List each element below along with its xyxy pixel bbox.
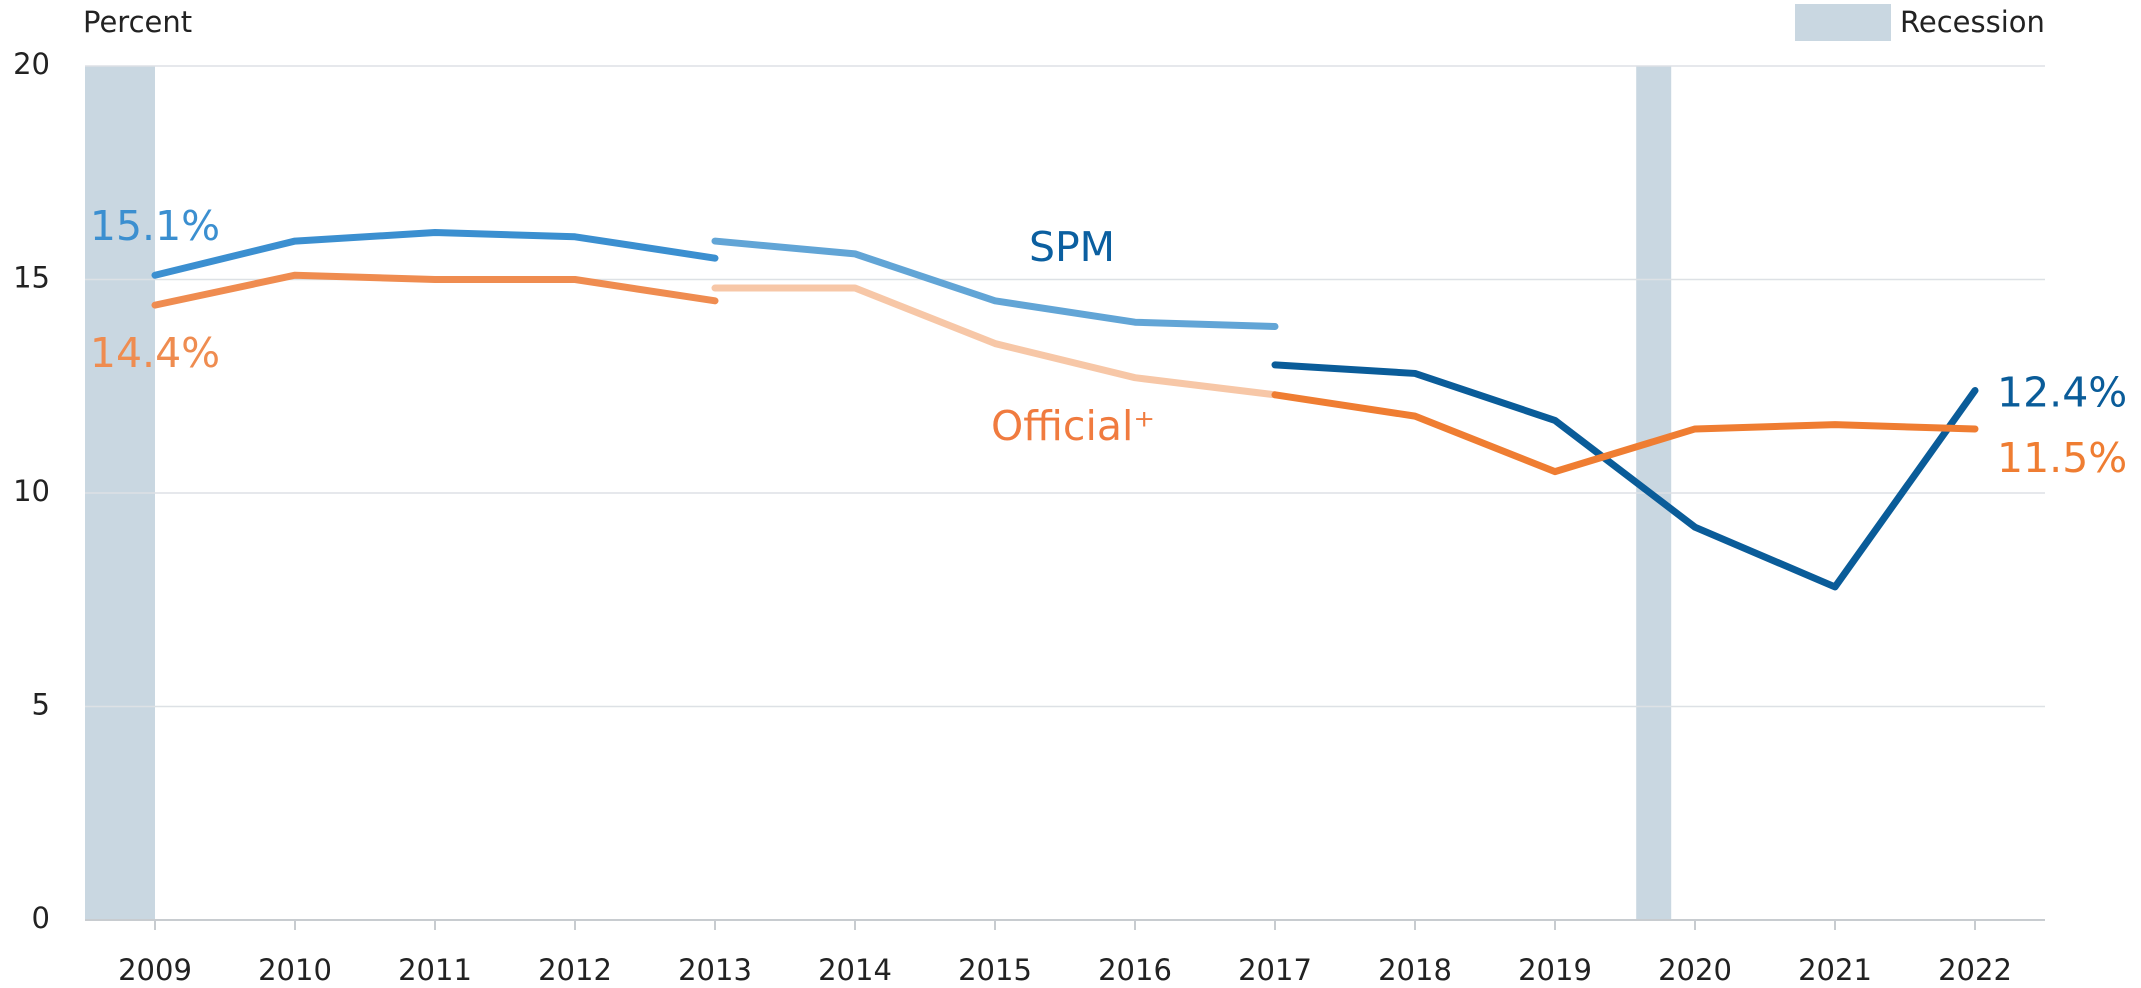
legend-label: Recession: [1900, 5, 2045, 39]
x-tick-label: 2016: [1098, 953, 1172, 987]
x-tick-label: 2018: [1378, 953, 1452, 987]
x-tick-label: 2011: [398, 953, 472, 987]
x-tick-label: 2022: [1938, 953, 2012, 987]
y-tick-label: 5: [32, 688, 50, 722]
y-tick-label: 20: [13, 47, 50, 81]
data-label: 12.4%: [1997, 369, 2127, 417]
x-tick-label: 2015: [958, 953, 1032, 987]
line-segment: [1271, 391, 1979, 476]
line-segment: [1271, 361, 1979, 591]
line-segment: [151, 271, 719, 309]
x-tick-label: 2020: [1658, 953, 1732, 987]
y-tick-label: 10: [13, 474, 50, 508]
x-tick-label: 2013: [678, 953, 752, 987]
data-label: 14.4%: [90, 329, 220, 377]
x-tick-label: 2017: [1238, 953, 1312, 987]
line-segment: [711, 284, 1279, 399]
y-axis-label: Percent: [83, 5, 192, 39]
x-tick-label: 2019: [1518, 953, 1592, 987]
x-tick-label: 2021: [1798, 953, 1872, 987]
y-tick-label: 15: [13, 261, 50, 295]
legend-swatch: [1795, 4, 1891, 41]
series-label: Official⁺: [991, 402, 1155, 450]
line-segment: [711, 237, 1279, 330]
x-tick-label: 2014: [818, 953, 892, 987]
x-tick-label: 2010: [258, 953, 332, 987]
data-label: 15.1%: [90, 202, 220, 250]
x-tick-label: 2009: [118, 953, 192, 987]
series-label: SPM: [1029, 223, 1115, 271]
y-tick-label: 0: [32, 901, 50, 935]
x-tick-label: 2012: [538, 953, 612, 987]
line-segment: [151, 229, 719, 279]
data-label: 11.5%: [1997, 434, 2127, 482]
